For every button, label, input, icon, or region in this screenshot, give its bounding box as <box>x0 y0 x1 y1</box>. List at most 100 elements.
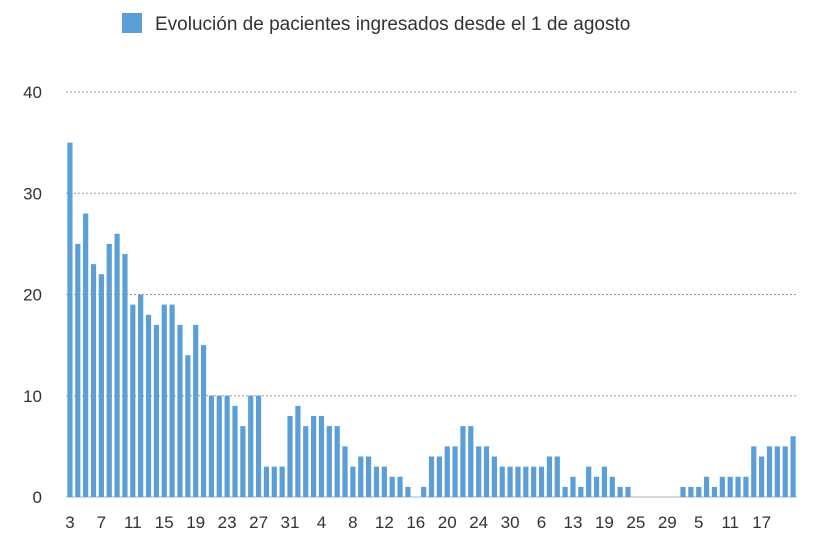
bar <box>161 304 167 497</box>
bar <box>397 476 403 497</box>
bar <box>90 264 97 497</box>
bar <box>373 466 380 497</box>
bar <box>145 314 152 497</box>
x-tick-label: 13 <box>564 513 583 532</box>
bar <box>515 466 521 497</box>
y-axis-tick-labels: 0 10 20 30 40 <box>23 83 42 507</box>
bar <box>499 466 505 497</box>
bar <box>232 405 238 497</box>
y-tick-label: 40 <box>23 83 42 102</box>
bar <box>122 254 128 497</box>
bar <box>421 486 427 497</box>
bar <box>766 446 773 497</box>
bar <box>444 446 450 497</box>
y-tick-label: 0 <box>33 488 42 507</box>
bar <box>106 243 112 497</box>
bar <box>704 476 710 497</box>
bar <box>531 466 537 497</box>
bar <box>200 345 207 497</box>
bar <box>483 446 490 497</box>
bars <box>67 142 796 497</box>
bar <box>75 243 81 497</box>
bar <box>83 213 89 497</box>
bar <box>727 476 733 497</box>
x-axis-tick-labels: 3 7 11 15 19 23 27 31 4 8 12 16 20 24 30 6 13 19 25 29 5 11 17 <box>65 513 771 532</box>
bar <box>208 395 215 497</box>
bar <box>98 274 104 497</box>
bar <box>326 426 332 497</box>
bar <box>177 324 183 497</box>
bar <box>586 466 592 497</box>
bar <box>311 416 317 497</box>
bar <box>138 294 144 497</box>
bar <box>774 446 780 497</box>
legend-swatch <box>122 13 142 33</box>
y-tick-label: 30 <box>23 184 42 203</box>
bar <box>271 466 277 497</box>
bar <box>782 446 788 497</box>
bar <box>381 466 387 497</box>
x-tick-label: 7 <box>97 513 106 532</box>
x-tick-label: 25 <box>626 513 645 532</box>
bar <box>491 456 497 497</box>
x-tick-label: 5 <box>694 513 703 532</box>
bar <box>185 355 191 497</box>
bar <box>405 486 411 497</box>
bar <box>295 405 301 497</box>
y-tick-label: 10 <box>23 387 42 406</box>
bar <box>452 446 458 497</box>
x-tick-label: 29 <box>658 513 677 532</box>
bar <box>625 486 631 497</box>
x-tick-label: 11 <box>124 513 142 532</box>
legend: Evolución de pacientes ingresados desde … <box>122 13 630 35</box>
bar <box>389 476 395 497</box>
bar <box>224 395 230 497</box>
bar <box>342 446 348 497</box>
bar <box>468 426 474 497</box>
bar <box>255 395 262 497</box>
bar <box>790 436 796 497</box>
bar <box>334 426 340 497</box>
bar <box>696 486 702 497</box>
bar <box>743 476 749 497</box>
bar <box>554 456 560 497</box>
bar <box>169 304 175 497</box>
x-tick-label: 3 <box>65 513 74 532</box>
bar <box>366 456 372 497</box>
bar <box>114 233 120 497</box>
bar <box>318 416 325 497</box>
bar <box>538 466 545 497</box>
bar <box>130 304 136 497</box>
gridlines <box>66 91 797 498</box>
bar <box>303 426 309 497</box>
x-tick-label: 23 <box>218 513 237 532</box>
x-tick-label: 19 <box>595 513 614 532</box>
x-tick-label: 8 <box>348 513 357 532</box>
bar <box>751 446 757 497</box>
x-tick-label: 30 <box>501 513 520 532</box>
bar <box>436 456 442 497</box>
bar <box>759 456 765 497</box>
bar <box>350 466 356 497</box>
bar <box>719 476 725 497</box>
bar <box>240 426 246 497</box>
x-tick-label: 17 <box>752 513 771 532</box>
bar <box>578 486 584 497</box>
bar <box>193 324 199 497</box>
x-tick-label: 11 <box>721 513 739 532</box>
bar <box>476 446 482 497</box>
bar <box>460 426 466 497</box>
bar <box>287 416 293 497</box>
x-tick-label: 24 <box>469 513 488 532</box>
bar <box>216 395 222 497</box>
x-tick-label: 6 <box>537 513 546 532</box>
bar <box>153 324 159 497</box>
bar <box>428 456 435 497</box>
x-tick-label: 19 <box>186 513 205 532</box>
x-tick-label: 16 <box>406 513 425 532</box>
bar <box>601 466 608 497</box>
bar <box>688 486 694 497</box>
bar <box>711 486 718 497</box>
bar <box>279 466 285 497</box>
